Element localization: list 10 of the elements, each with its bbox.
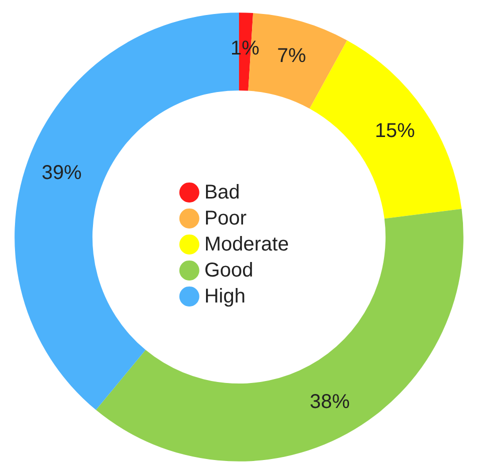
- data-label: 38%: [310, 391, 350, 414]
- legend-label: Bad: [204, 181, 240, 204]
- data-label: 15%: [374, 120, 416, 142]
- legend-label: Poor: [204, 207, 247, 230]
- legend-label: Good: [204, 259, 254, 282]
- data-label: 39%: [42, 162, 82, 184]
- data-label: 7%: [277, 44, 306, 67]
- legend-label: High: [204, 285, 246, 308]
- legend-label: Moderate: [204, 233, 289, 256]
- data-label: 1%: [230, 38, 260, 60]
